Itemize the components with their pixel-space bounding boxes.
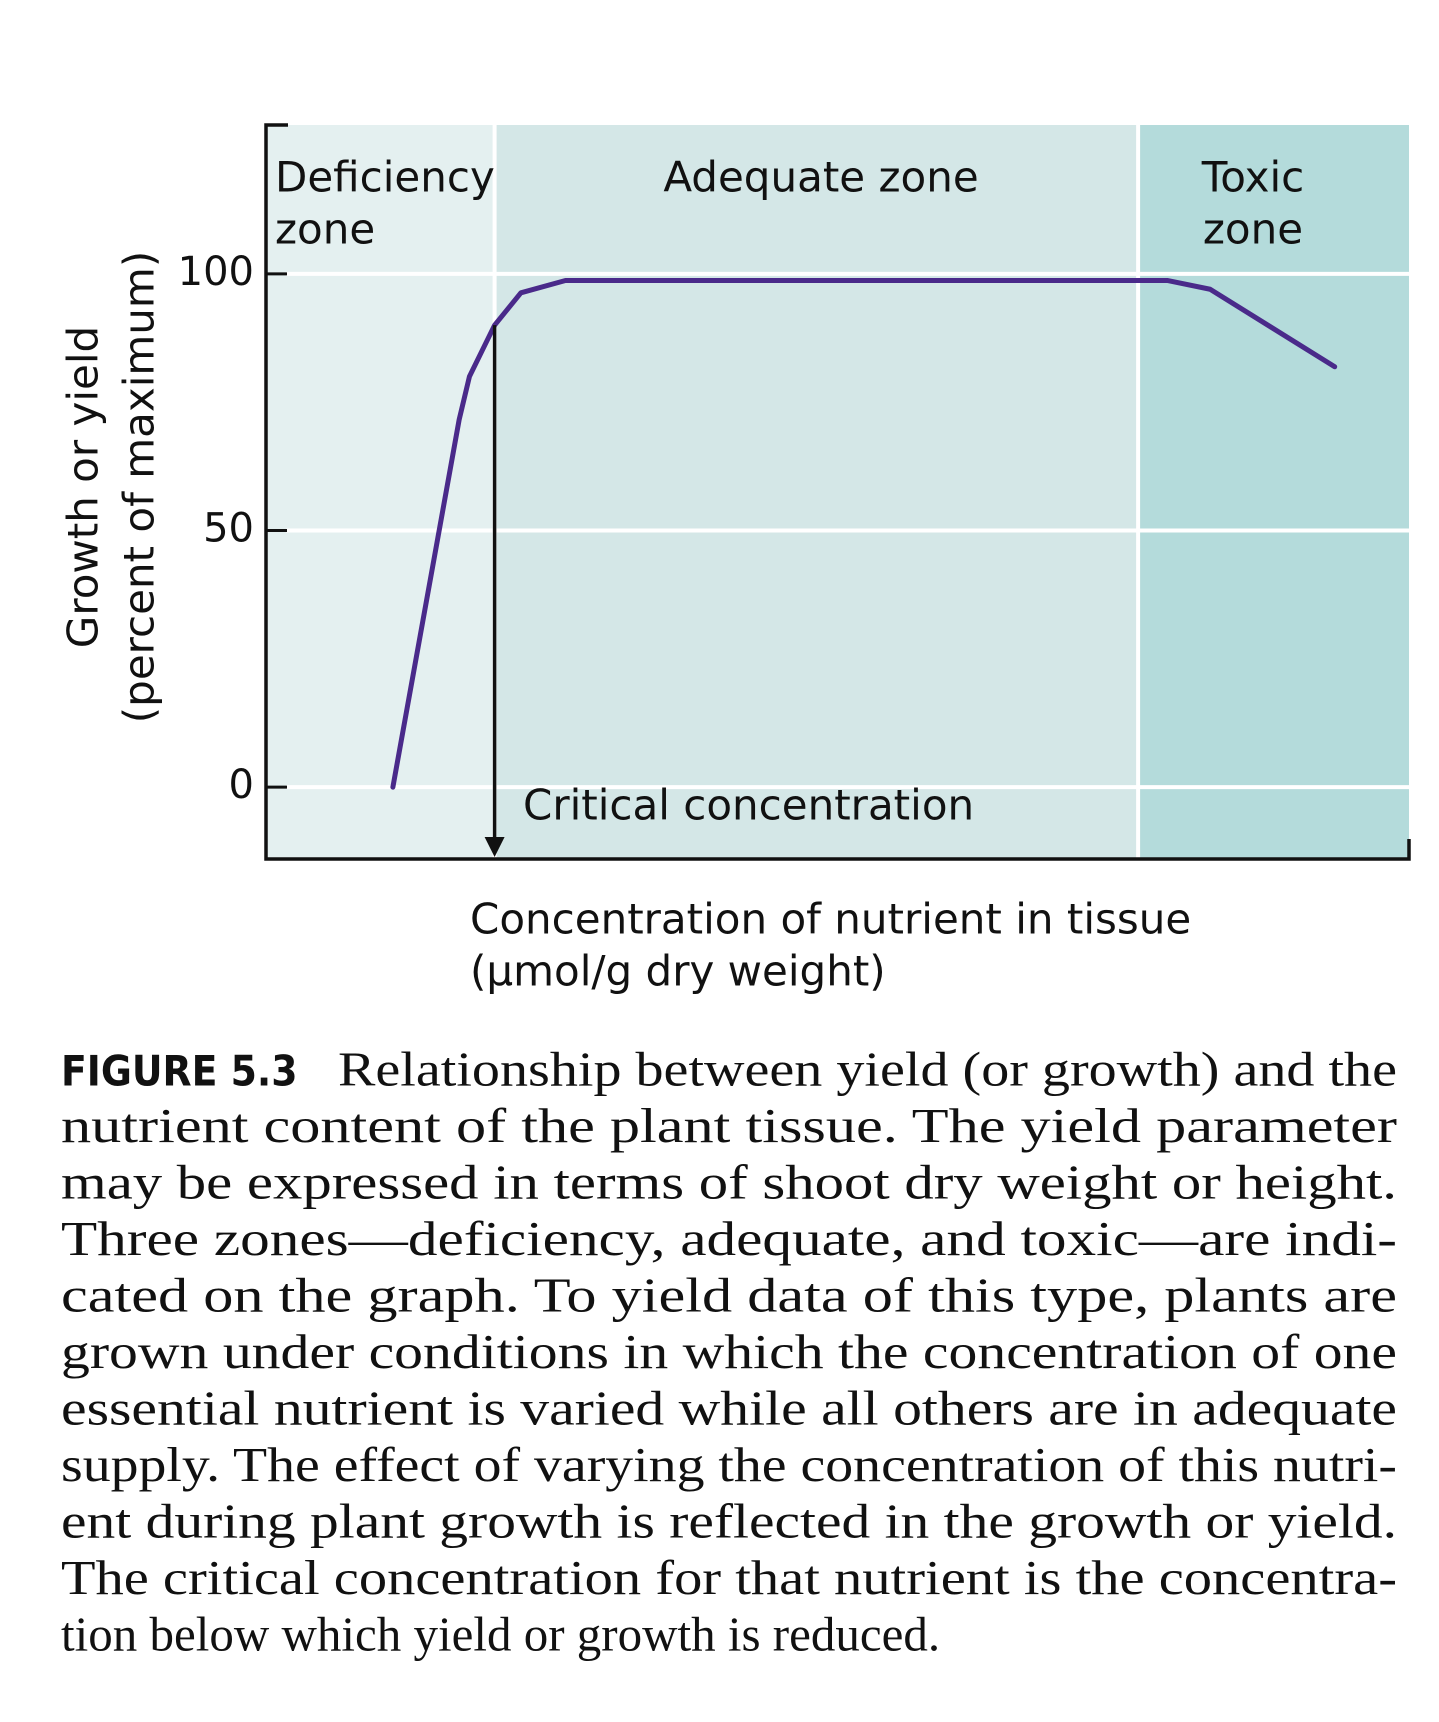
caption-line: tion below which yield or growth is redu… bbox=[61, 1606, 940, 1661]
caption-label: FIGURE 5.3 bbox=[61, 1048, 298, 1096]
zone bbox=[1138, 125, 1409, 859]
caption-line: cated on the graph. To yield data of thi… bbox=[61, 1267, 1397, 1322]
caption-line: essential nutrient is varied while all o… bbox=[61, 1380, 1397, 1435]
zone bbox=[494, 125, 1139, 859]
axis-frame bbox=[264, 123, 1411, 861]
annotation-label: Critical concentration bbox=[523, 781, 974, 830]
y-tick-label: 100 bbox=[178, 249, 254, 295]
y-tick-label: 50 bbox=[203, 505, 254, 551]
caption-line: supply. The effect of varying the concen… bbox=[61, 1437, 1397, 1492]
y-axis-title: Growth or yield bbox=[59, 326, 108, 648]
zone-label: zone bbox=[275, 205, 375, 254]
zone-label: Adequate zone bbox=[663, 153, 978, 202]
caption-line: The critical concentration for that nutr… bbox=[61, 1550, 1397, 1605]
caption-line: ent during plant growth is reflected in … bbox=[61, 1493, 1397, 1548]
data-line bbox=[390, 278, 1338, 790]
caption-line: nutrient content of the plant tissue. Th… bbox=[61, 1098, 1397, 1153]
y-tick-label: 0 bbox=[229, 762, 254, 808]
caption-line: may be expressed in terms of shoot dry w… bbox=[61, 1154, 1397, 1209]
x-axis-title: (µmol/g dry weight) bbox=[470, 947, 886, 996]
zone bbox=[266, 125, 495, 859]
x-axis-title: Concentration of nutrient in tissue bbox=[470, 895, 1191, 944]
caption-line: Three zones—deficiency, adequate, and to… bbox=[61, 1211, 1397, 1266]
zone-label: zone bbox=[1203, 205, 1303, 254]
zone-label: Deficiency bbox=[275, 153, 495, 202]
y-axis-title: (percent of maximum) bbox=[115, 251, 164, 723]
arrow-head bbox=[484, 837, 505, 857]
caption-line: Relationship between yield (or growth) a… bbox=[338, 1041, 1397, 1096]
caption-line: grown under conditions in which the conc… bbox=[61, 1324, 1397, 1379]
zone-label: Toxic bbox=[1201, 153, 1305, 202]
